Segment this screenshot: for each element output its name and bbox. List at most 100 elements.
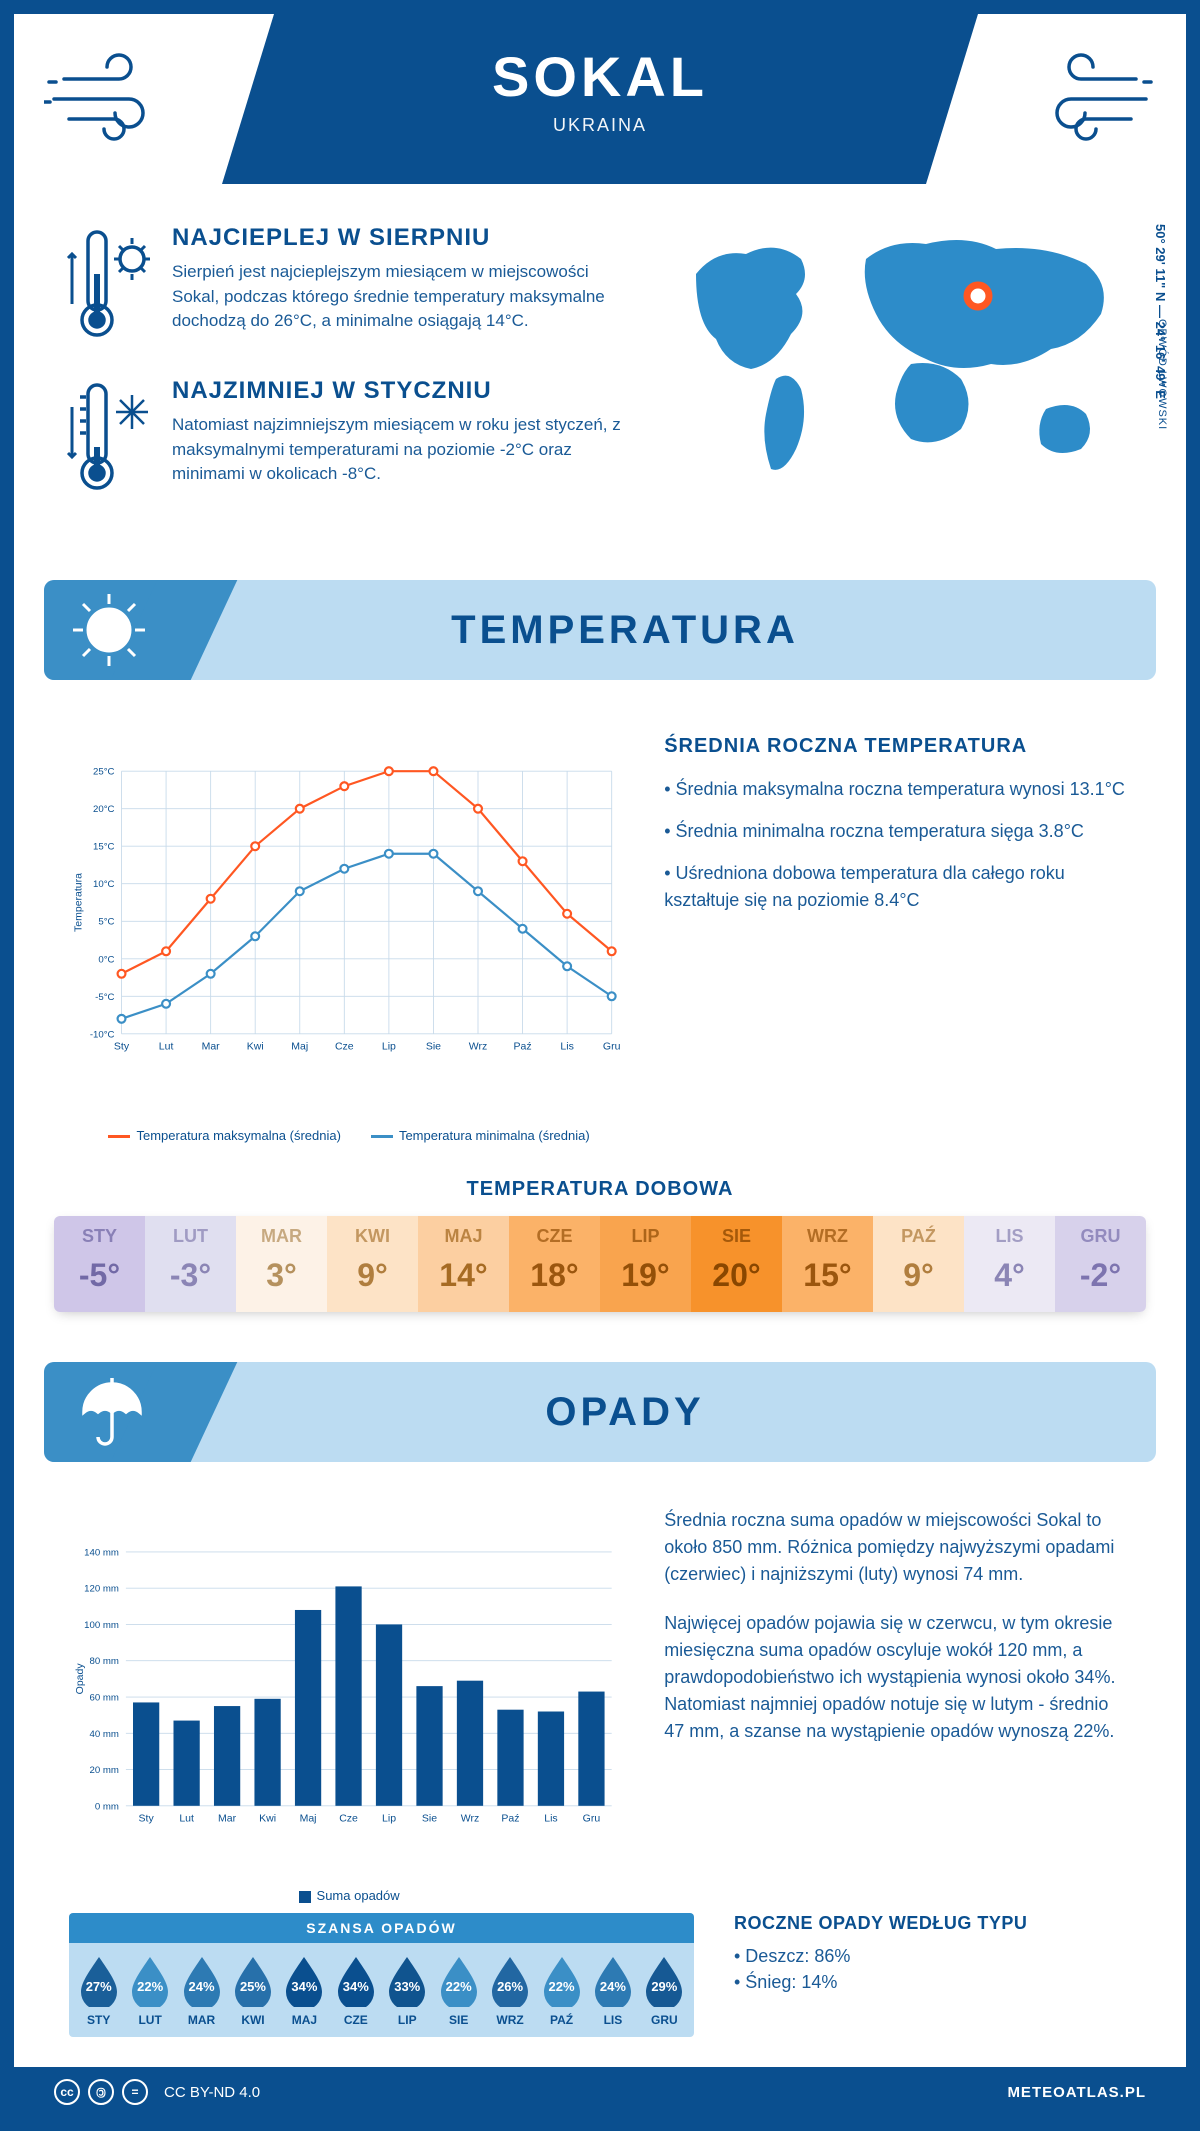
precipitation-by-type: ROCZNE OPADY WEDŁUG TYPU • Deszcz: 86% •… bbox=[734, 1913, 1027, 1998]
svg-text:Mar: Mar bbox=[202, 1041, 221, 1053]
svg-text:Temperatura: Temperatura bbox=[72, 873, 84, 932]
world-map: OBWÓD LWOWSKI 50° 29' 11" N — 24° 16' 49… bbox=[666, 224, 1136, 530]
svg-text:60 mm: 60 mm bbox=[90, 1693, 119, 1704]
svg-text:Kwi: Kwi bbox=[259, 1813, 276, 1825]
bar-legend: Suma opadów bbox=[69, 1888, 629, 1903]
svg-text:Sie: Sie bbox=[426, 1041, 441, 1053]
thermometer-hot-icon bbox=[64, 224, 154, 349]
svg-text:-5°C: -5°C bbox=[95, 992, 114, 1003]
daily-temperature-table: STY-5°LUT-3°MAR3°KWI9°MAJ14°CZE18°LIP19°… bbox=[54, 1216, 1146, 1312]
temperature-line-chart: -10°C-5°C0°C5°C10°C15°C20°C25°CStyLutMar… bbox=[69, 725, 629, 1143]
svg-text:Opady: Opady bbox=[74, 1663, 86, 1695]
cc-icon: cc bbox=[54, 2079, 80, 2105]
daily-cell: PAŹ9° bbox=[873, 1216, 964, 1312]
section-temperature: TEMPERATURA bbox=[44, 580, 1156, 680]
fact-coldest: NAJZIMNIEJ W STYCZNIU Natomiast najzimni… bbox=[64, 377, 636, 502]
daily-cell: KWI9° bbox=[327, 1216, 418, 1312]
svg-text:Sty: Sty bbox=[139, 1813, 155, 1825]
precip-p2: Najwięcej opadów pojawia się w czerwcu, … bbox=[664, 1610, 1131, 1745]
svg-text:Cze: Cze bbox=[335, 1041, 354, 1053]
precipitation-chance: SZANSA OPADÓW 27%STY22%LUT24%MAR25%KWI34… bbox=[69, 1913, 694, 2037]
svg-text:Lut: Lut bbox=[179, 1813, 194, 1825]
fact-cold-text: Natomiast najzimniejszym miesiącem w rok… bbox=[172, 413, 636, 487]
svg-text:Wrz: Wrz bbox=[469, 1041, 487, 1053]
page-subtitle: UKRAINA bbox=[14, 115, 1186, 136]
cc-by-icon: 🄯 bbox=[88, 2079, 114, 2105]
header-banner: SOKAL UKRAINA bbox=[14, 14, 1186, 184]
type-rain: • Deszcz: 86% bbox=[734, 1946, 1027, 1967]
svg-text:Lip: Lip bbox=[382, 1813, 396, 1825]
svg-text:20°C: 20°C bbox=[93, 804, 115, 815]
section-precipitation: OPADY bbox=[44, 1362, 1156, 1462]
svg-text:120 mm: 120 mm bbox=[84, 1584, 119, 1595]
type-heading: ROCZNE OPADY WEDŁUG TYPU bbox=[734, 1913, 1027, 1934]
daily-cell: MAJ14° bbox=[418, 1216, 509, 1312]
temp-bullet-2: • Uśredniona dobowa temperatura dla całe… bbox=[664, 860, 1131, 914]
chance-drop: 26%WRZ bbox=[484, 1955, 535, 2027]
svg-text:Paź: Paź bbox=[514, 1041, 532, 1053]
daily-cell: LUT-3° bbox=[145, 1216, 236, 1312]
chance-drop: 34%MAJ bbox=[279, 1955, 330, 2027]
coords-label: 50° 29' 11" N — 24° 16' 49" E bbox=[1153, 224, 1168, 399]
chance-drop: 27%STY bbox=[73, 1955, 124, 2027]
svg-text:Maj: Maj bbox=[300, 1813, 317, 1825]
fact-hottest: NAJCIEPLEJ W SIERPNIU Sierpień jest najc… bbox=[64, 224, 636, 349]
chance-drop: 34%CZE bbox=[330, 1955, 381, 2027]
chance-drop: 22%LUT bbox=[124, 1955, 175, 2027]
svg-text:15°C: 15°C bbox=[93, 842, 115, 853]
svg-text:Maj: Maj bbox=[291, 1041, 308, 1053]
wind-icon-left bbox=[44, 44, 174, 144]
svg-text:Gru: Gru bbox=[603, 1041, 621, 1053]
chance-drop: 25%KWI bbox=[227, 1955, 278, 2027]
legend-max: Temperatura maksymalna (średnia) bbox=[108, 1128, 340, 1143]
chance-drop: 33%LIP bbox=[382, 1955, 433, 2027]
location-marker bbox=[967, 285, 989, 307]
fact-hot-heading: NAJCIEPLEJ W SIERPNIU bbox=[172, 224, 636, 252]
daily-cell: STY-5° bbox=[54, 1216, 145, 1312]
svg-text:Lis: Lis bbox=[560, 1041, 573, 1053]
svg-text:20 mm: 20 mm bbox=[90, 1765, 119, 1776]
chance-drop: 24%LIS bbox=[587, 1955, 638, 2027]
site-name: METEOATLAS.PL bbox=[1007, 2084, 1146, 2101]
section-temp-title: TEMPERATURA bbox=[174, 608, 1156, 653]
svg-text:0°C: 0°C bbox=[98, 954, 114, 965]
svg-text:10°C: 10°C bbox=[93, 879, 115, 890]
svg-text:Cze: Cze bbox=[339, 1813, 358, 1825]
svg-text:Lut: Lut bbox=[159, 1041, 174, 1053]
page-title: SOKAL bbox=[14, 44, 1186, 109]
chance-drop: 22%SIE bbox=[433, 1955, 484, 2027]
svg-text:Gru: Gru bbox=[583, 1813, 601, 1825]
daily-cell: GRU-2° bbox=[1055, 1216, 1146, 1312]
svg-text:Wrz: Wrz bbox=[461, 1813, 479, 1825]
daily-cell: SIE20° bbox=[691, 1216, 782, 1312]
sun-icon bbox=[44, 580, 174, 680]
daily-cell: LIP19° bbox=[600, 1216, 691, 1312]
svg-text:5°C: 5°C bbox=[98, 917, 114, 928]
svg-text:Mar: Mar bbox=[218, 1813, 237, 1825]
svg-text:-10°C: -10°C bbox=[90, 1029, 115, 1040]
chance-drop: 22%PAŹ bbox=[536, 1955, 587, 2027]
section-precip-title: OPADY bbox=[174, 1390, 1156, 1435]
svg-text:Sty: Sty bbox=[114, 1041, 130, 1053]
daily-heading: TEMPERATURA DOBOWA bbox=[14, 1178, 1186, 1201]
temp-bullet-0: • Średnia maksymalna roczna temperatura … bbox=[664, 776, 1131, 803]
thermometer-cold-icon bbox=[64, 377, 154, 502]
precipitation-bar-chart: 0 mm20 mm40 mm60 mm80 mm100 mm120 mm140 … bbox=[69, 1507, 629, 1903]
daily-cell: WRZ15° bbox=[782, 1216, 873, 1312]
fact-cold-heading: NAJZIMNIEJ W STYCZNIU bbox=[172, 377, 636, 405]
precip-p1: Średnia roczna suma opadów w miejscowośc… bbox=[664, 1507, 1131, 1588]
license-text: CC BY-ND 4.0 bbox=[164, 2084, 260, 2101]
chance-drop: 29%GRU bbox=[639, 1955, 690, 2027]
chance-heading: SZANSA OPADÓW bbox=[69, 1913, 694, 1943]
svg-text:140 mm: 140 mm bbox=[84, 1547, 119, 1558]
daily-cell: CZE18° bbox=[509, 1216, 600, 1312]
svg-text:80 mm: 80 mm bbox=[90, 1656, 119, 1667]
temp-bullet-1: • Średnia minimalna roczna temperatura s… bbox=[664, 818, 1131, 845]
svg-text:40 mm: 40 mm bbox=[90, 1729, 119, 1740]
wind-icon-right bbox=[1026, 44, 1156, 144]
daily-cell: LIS4° bbox=[964, 1216, 1055, 1312]
chance-drop: 24%MAR bbox=[176, 1955, 227, 2027]
svg-text:Sie: Sie bbox=[422, 1813, 437, 1825]
svg-text:Lip: Lip bbox=[382, 1041, 396, 1053]
svg-text:Kwi: Kwi bbox=[247, 1041, 264, 1053]
